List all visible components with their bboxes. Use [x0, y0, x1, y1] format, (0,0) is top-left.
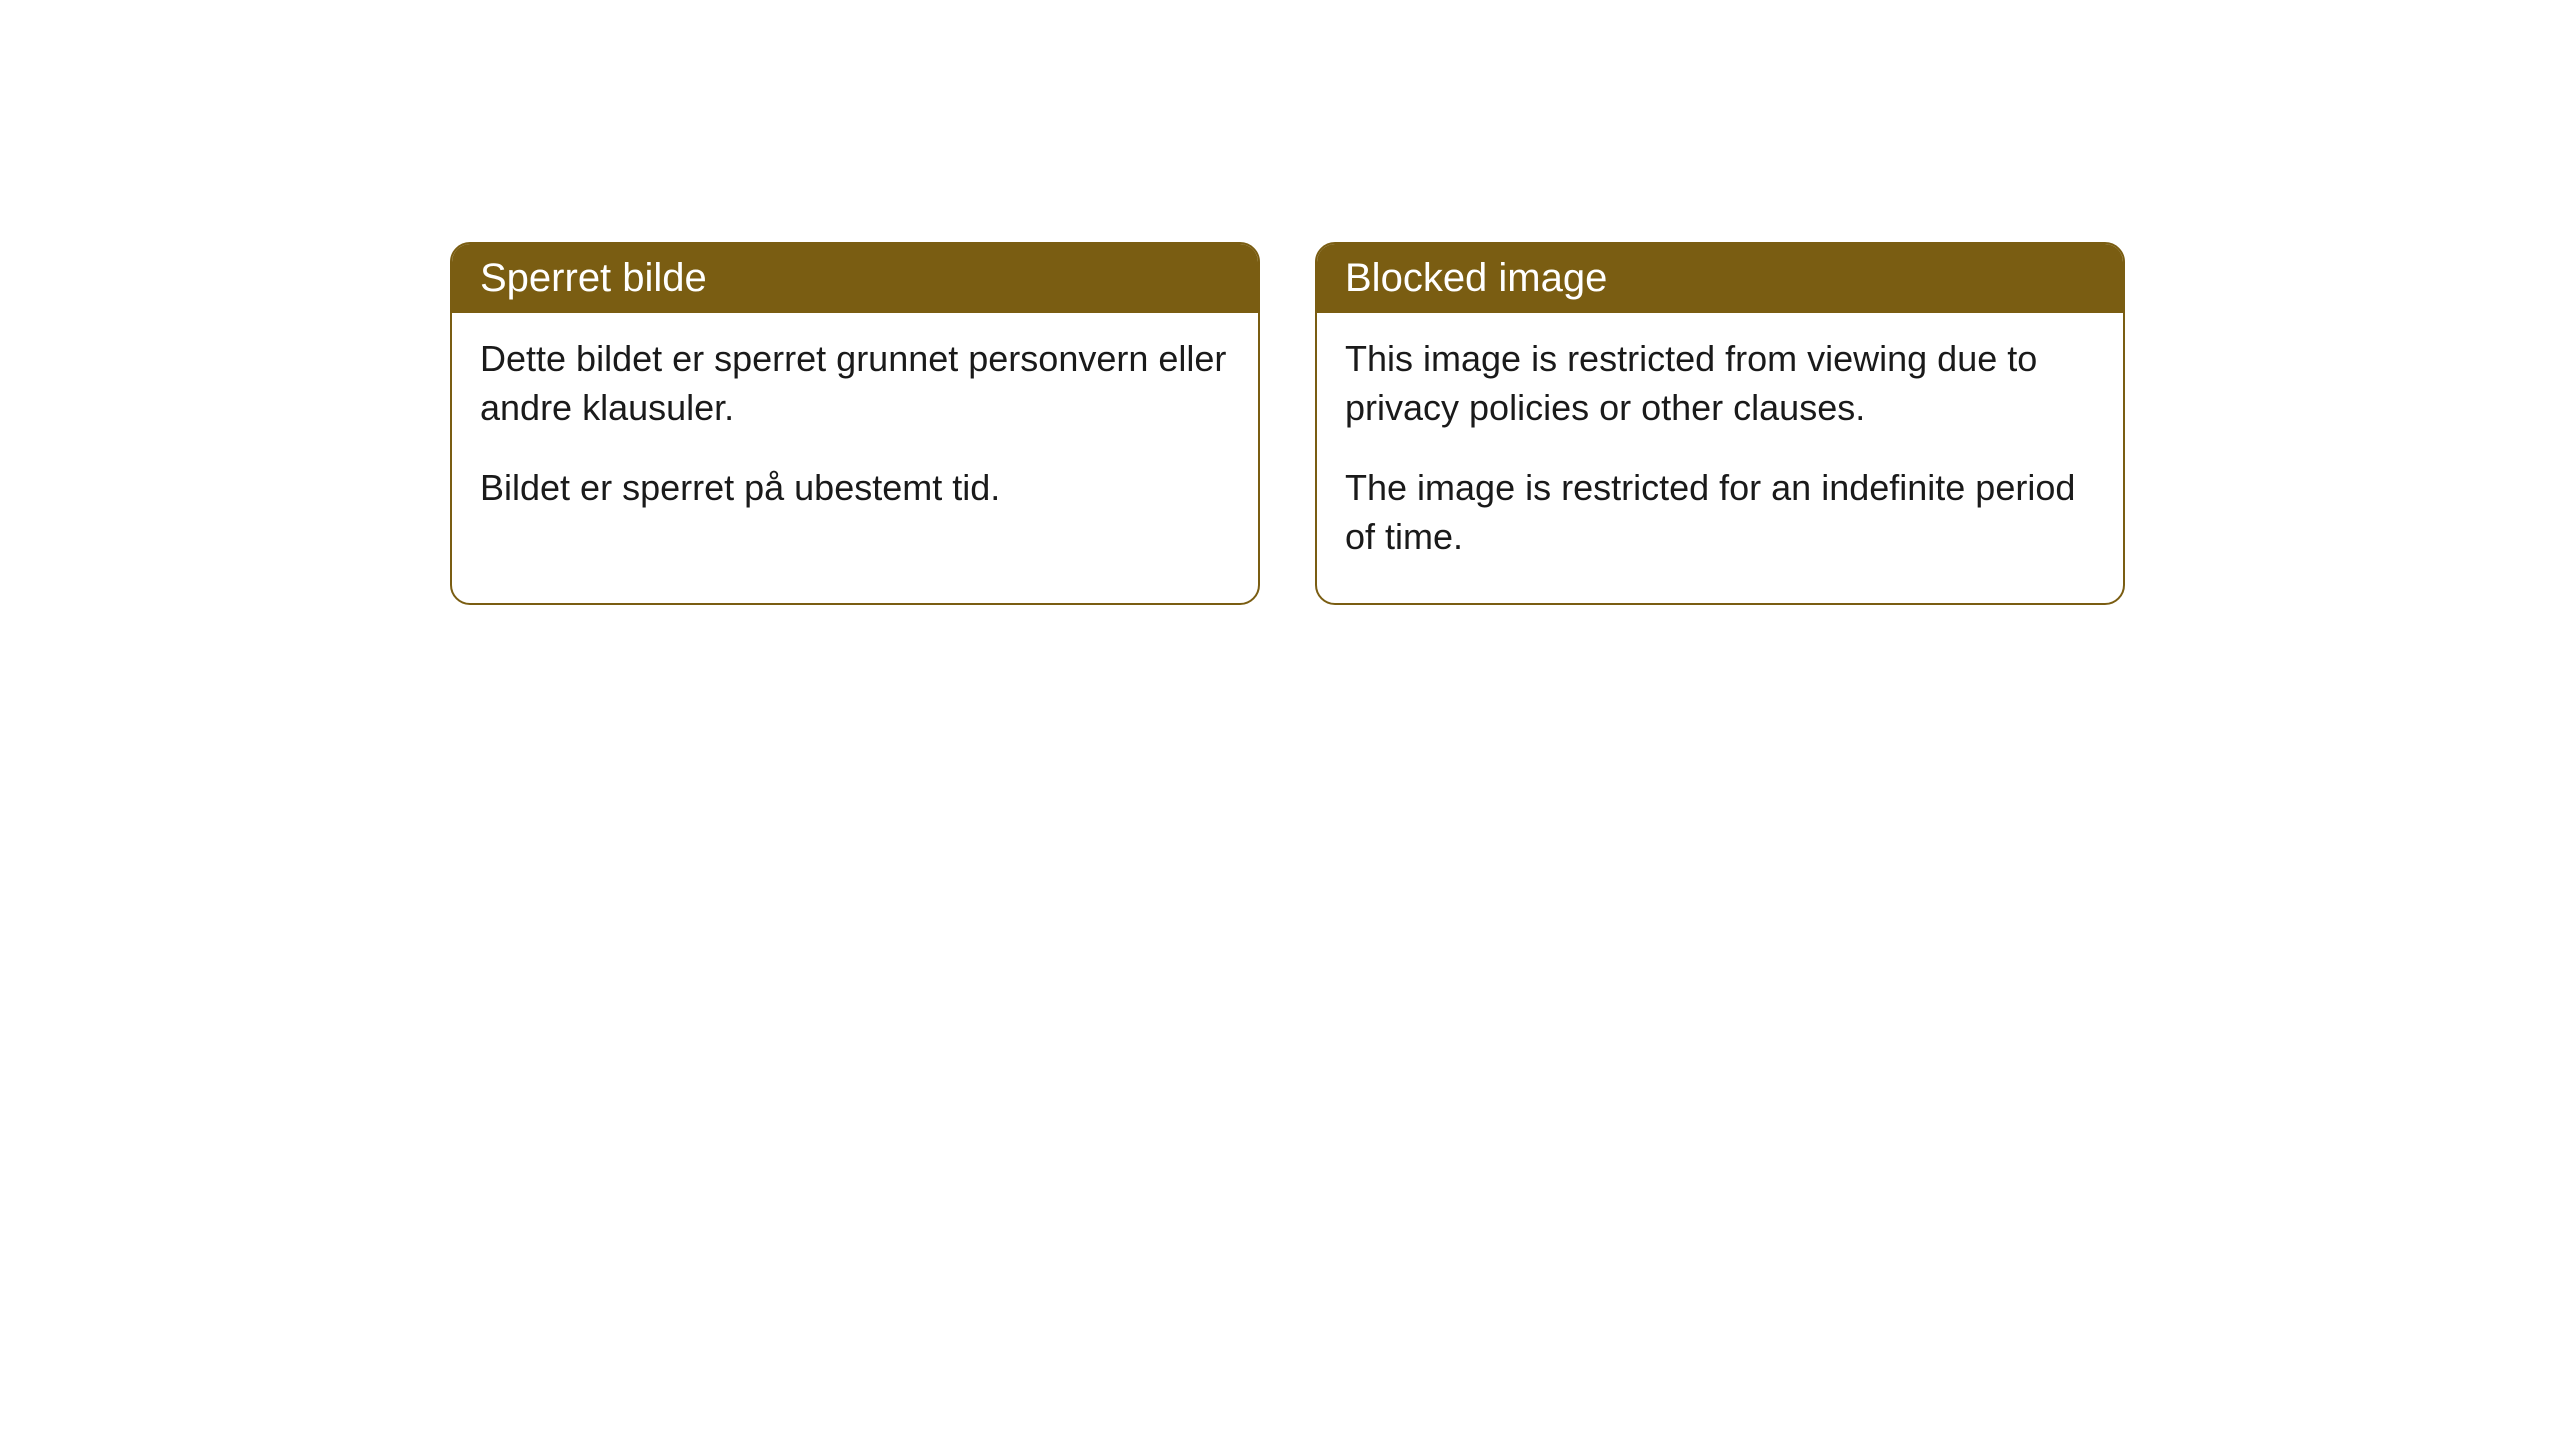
- card-header-english: Blocked image: [1317, 244, 2123, 313]
- card-body-english: This image is restricted from viewing du…: [1317, 313, 2123, 603]
- card-paragraph-2: Bildet er sperret på ubestemt tid.: [480, 464, 1230, 513]
- card-title: Blocked image: [1345, 256, 1607, 300]
- card-paragraph-1: Dette bildet er sperret grunnet personve…: [480, 335, 1230, 432]
- card-paragraph-2: The image is restricted for an indefinit…: [1345, 464, 2095, 561]
- card-paragraph-1: This image is restricted from viewing du…: [1345, 335, 2095, 432]
- card-body-norwegian: Dette bildet er sperret grunnet personve…: [452, 313, 1258, 555]
- blocked-image-card-english: Blocked image This image is restricted f…: [1315, 242, 2125, 605]
- cards-container: Sperret bilde Dette bildet er sperret gr…: [0, 0, 2560, 605]
- blocked-image-card-norwegian: Sperret bilde Dette bildet er sperret gr…: [450, 242, 1260, 605]
- card-header-norwegian: Sperret bilde: [452, 244, 1258, 313]
- card-title: Sperret bilde: [480, 256, 707, 300]
